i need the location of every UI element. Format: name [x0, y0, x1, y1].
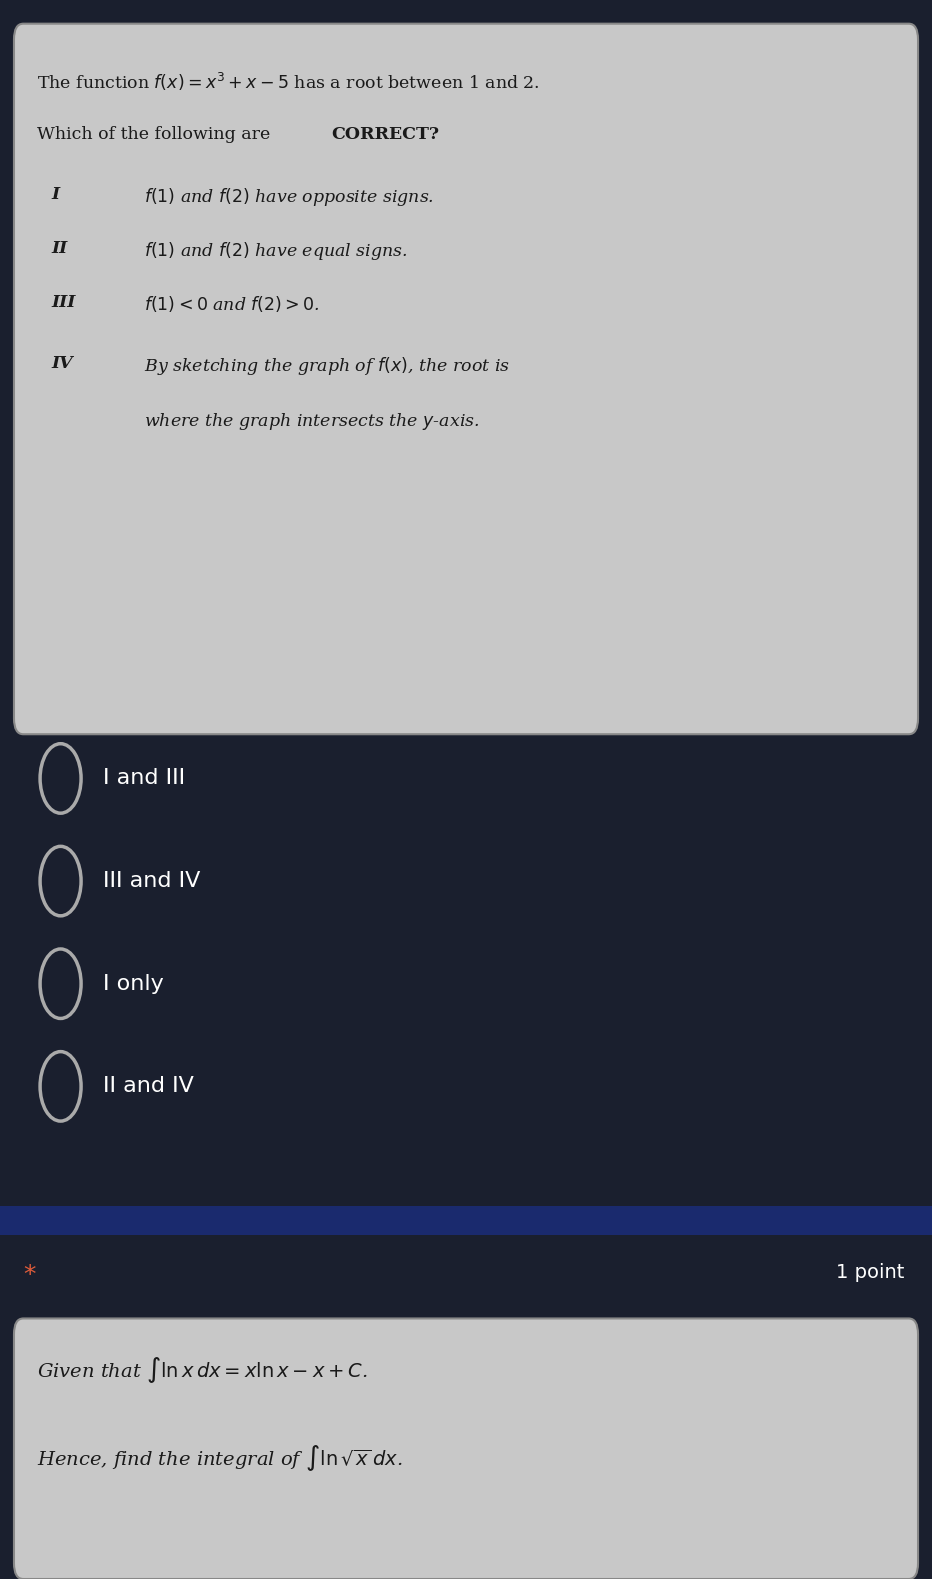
Text: *: *	[23, 1263, 35, 1287]
Text: Hence, find the integral of $\int \ln \sqrt{x}\,dx$.: Hence, find the integral of $\int \ln \s…	[37, 1443, 404, 1473]
Text: $f(1)<0$ and $f(2)>0$.: $f(1)<0$ and $f(2)>0$.	[144, 294, 321, 314]
Text: I and III: I and III	[103, 769, 185, 788]
Text: By sketching the graph of $f(x)$, the root is: By sketching the graph of $f(x)$, the ro…	[144, 355, 511, 377]
Text: I only: I only	[103, 974, 163, 993]
Text: I: I	[51, 186, 60, 204]
Text: where the graph intersects the $y$-axis.: where the graph intersects the $y$-axis.	[144, 411, 480, 431]
Text: $f(1)$ and $f(2)$ have opposite signs.: $f(1)$ and $f(2)$ have opposite signs.	[144, 186, 434, 208]
Text: II: II	[51, 240, 67, 257]
FancyBboxPatch shape	[0, 1206, 932, 1235]
FancyBboxPatch shape	[14, 1318, 918, 1579]
Text: IV: IV	[51, 355, 73, 373]
Text: Given that $\int \ln x\,dx = x\ln x - x + C$.: Given that $\int \ln x\,dx = x\ln x - x …	[37, 1355, 368, 1385]
Text: III: III	[51, 294, 75, 311]
Text: Which of the following are: Which of the following are	[37, 126, 276, 144]
FancyBboxPatch shape	[14, 24, 918, 734]
Text: CORRECT?: CORRECT?	[331, 126, 439, 144]
Text: $f(1)$ and $f(2)$ have equal signs.: $f(1)$ and $f(2)$ have equal signs.	[144, 240, 408, 262]
Text: 1 point: 1 point	[836, 1263, 904, 1282]
Text: The function $f(x)=x^3+x-5$ has a root between 1 and 2.: The function $f(x)=x^3+x-5$ has a root b…	[37, 71, 541, 93]
Text: II and IV: II and IV	[103, 1077, 194, 1096]
Text: III and IV: III and IV	[103, 872, 199, 891]
